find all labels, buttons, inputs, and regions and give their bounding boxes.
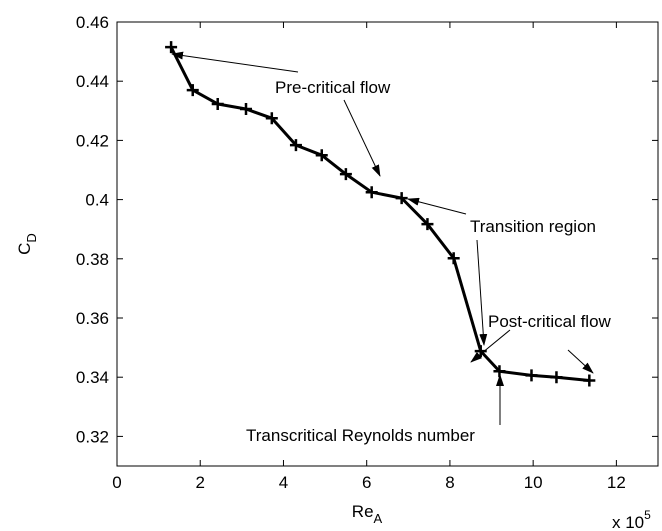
y-tick-label: 0.46 xyxy=(76,13,109,32)
point-marker xyxy=(447,252,460,265)
point-marker xyxy=(165,41,178,54)
x-tick-label: 0 xyxy=(112,473,121,492)
y-axis-label-sub: D xyxy=(24,233,39,242)
y-tick-label: 0.42 xyxy=(76,131,109,150)
point-marker xyxy=(211,97,224,110)
point-marker xyxy=(365,186,378,199)
x-tick-label: 12 xyxy=(607,473,626,492)
y-tick-label: 0.36 xyxy=(76,309,109,328)
x-multiplier-exp: 5 xyxy=(644,508,651,522)
point-marker xyxy=(583,374,596,387)
x-axis-label-base: Re xyxy=(352,502,374,521)
y-tick-label: 0.38 xyxy=(76,250,109,269)
y-tick-label: 0.34 xyxy=(76,368,109,387)
y-tick-label: 0.44 xyxy=(76,72,109,91)
point-marker xyxy=(240,103,253,116)
point-marker xyxy=(315,149,328,162)
y-tick-label: 0.32 xyxy=(76,427,109,446)
point-marker xyxy=(550,371,563,384)
x-axis-label-sub: A xyxy=(374,511,383,526)
point-marker xyxy=(421,218,434,231)
x-axis-label: ReA xyxy=(352,502,383,526)
arrow xyxy=(476,239,488,346)
arrow xyxy=(470,329,511,363)
annotation: Transition region xyxy=(470,217,596,236)
point-marker xyxy=(493,365,506,378)
x-multiplier-base: x 10 xyxy=(612,513,644,531)
arrow xyxy=(567,349,594,374)
point-marker xyxy=(395,192,408,205)
y-axis-label: CD xyxy=(15,233,39,255)
point-marker xyxy=(289,139,302,152)
point-marker xyxy=(186,84,199,97)
x-tick-label: 10 xyxy=(524,473,543,492)
annotation-arrows xyxy=(171,51,594,425)
x-tick-label: 8 xyxy=(445,473,454,492)
point-marker xyxy=(265,112,278,125)
x-tick-label: 6 xyxy=(362,473,371,492)
arrow xyxy=(343,99,381,177)
annotation: Post-critical flow xyxy=(488,312,612,331)
point-marker xyxy=(339,168,352,181)
annotation: Transcritical Reynolds number xyxy=(246,426,475,445)
point-marker xyxy=(474,345,487,358)
x-multiplier: x 105 xyxy=(612,508,651,531)
x-tick-label: 4 xyxy=(279,473,288,492)
arrow xyxy=(407,197,467,215)
y-axis-label-base: C xyxy=(15,243,34,255)
point-marker xyxy=(525,369,538,382)
annotation: Pre-critical flow xyxy=(275,78,391,97)
x-tick-label: 2 xyxy=(195,473,204,492)
arrow xyxy=(171,51,299,73)
y-tick-label: 0.4 xyxy=(85,191,109,210)
plot-area xyxy=(116,21,659,467)
